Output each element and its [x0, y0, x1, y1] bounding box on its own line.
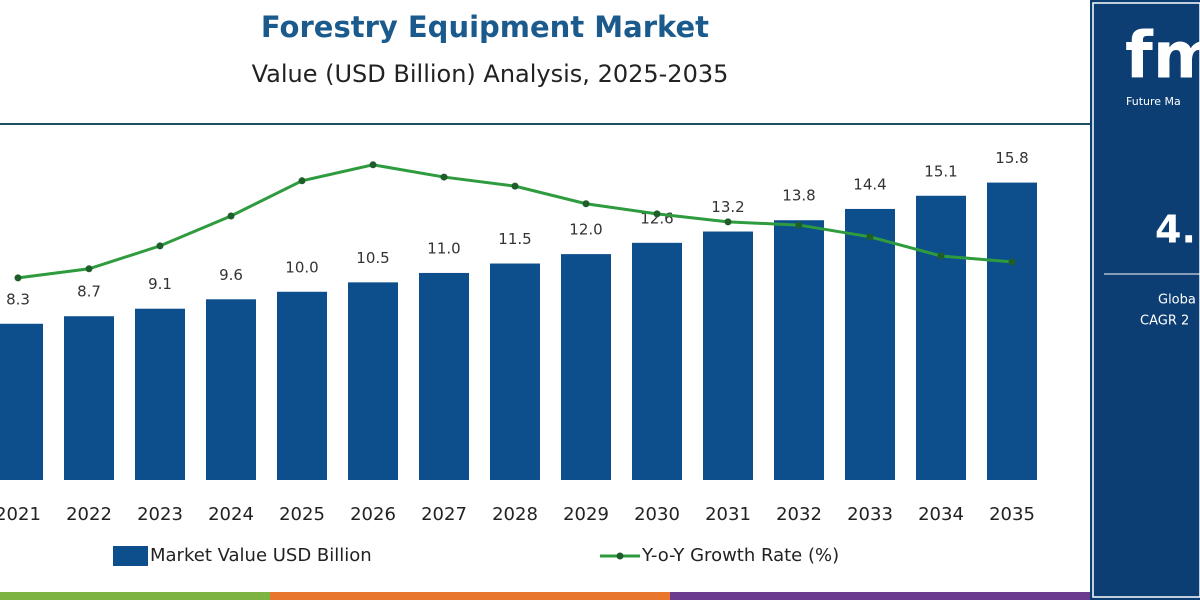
sidebar-border	[1092, 2, 1200, 598]
x-tick-label: 2032	[776, 504, 822, 525]
line-point	[369, 161, 377, 169]
data-label: 9.6	[219, 266, 243, 284]
chart-subtitle: Value (USD Billion) Analysis, 2025-2035	[252, 60, 729, 88]
line-point	[724, 218, 732, 226]
line-point	[14, 274, 22, 282]
x-tick-label: 2035	[989, 504, 1035, 525]
bar	[561, 254, 611, 480]
bar	[916, 195, 966, 480]
bar	[0, 323, 43, 480]
data-label: 10.5	[356, 249, 389, 267]
x-tick-label: 2027	[421, 504, 467, 525]
x-tick-label: 2034	[918, 504, 964, 525]
footer-strip	[0, 592, 270, 600]
line-point	[795, 221, 803, 229]
x-tick-label: 2028	[492, 504, 538, 525]
sidebar-brand: Future Ma	[1126, 95, 1181, 108]
data-label: 11.5	[498, 230, 531, 248]
x-tick-label: 2031	[705, 504, 751, 525]
footer-strip	[670, 592, 1090, 600]
sidebar-label: CAGR 2	[1140, 314, 1189, 329]
bar	[277, 291, 327, 480]
bar	[774, 220, 824, 480]
line-point	[582, 200, 590, 208]
sidebar-label: Globa	[1158, 293, 1196, 308]
x-tick-label: 2033	[847, 504, 893, 525]
x-tick-label: 2022	[66, 504, 112, 525]
legend-label: Y-o-Y Growth Rate (%)	[641, 545, 839, 566]
line-point	[937, 252, 945, 260]
line-point	[85, 265, 93, 273]
data-label: 10.0	[285, 258, 318, 276]
data-label: 14.4	[853, 175, 886, 193]
x-tick-label: 2024	[208, 504, 254, 525]
data-label: 15.8	[995, 149, 1028, 167]
line-point	[156, 242, 164, 250]
legend-swatch	[113, 546, 148, 566]
sidebar-value: 4.	[1155, 208, 1196, 252]
x-tick-label: 2025	[279, 504, 325, 525]
x-tick-label: 2023	[137, 504, 183, 525]
bar	[348, 282, 398, 480]
chart-title: Forestry Equipment Market	[261, 10, 709, 44]
sidebar-logo: fmi	[1125, 20, 1200, 94]
bar	[845, 208, 895, 481]
line-point	[511, 182, 519, 190]
bar	[206, 299, 256, 480]
data-label: 8.7	[77, 283, 101, 301]
bar	[419, 272, 469, 480]
bar	[632, 242, 682, 480]
data-label: 13.2	[711, 198, 744, 216]
data-label: 12.0	[569, 221, 602, 239]
data-label: 11.0	[427, 239, 460, 257]
bar	[135, 308, 185, 480]
x-tick-label: 2030	[634, 504, 680, 525]
line-point	[866, 233, 874, 241]
data-label: 8.3	[6, 290, 30, 308]
bar	[703, 231, 753, 480]
line-point	[440, 173, 448, 181]
bar	[987, 182, 1037, 480]
bar	[64, 316, 114, 480]
line-point	[227, 212, 235, 220]
legend-label: Market Value USD Billion	[150, 545, 372, 566]
footer-strip	[270, 592, 670, 600]
line-point	[298, 177, 306, 185]
legend-swatch	[616, 552, 624, 560]
line-point	[653, 210, 661, 218]
sidebar	[1090, 0, 1200, 600]
data-label: 15.1	[924, 162, 957, 180]
data-label: 13.8	[782, 187, 815, 205]
x-tick-label: 2021	[0, 504, 41, 525]
bar	[490, 263, 540, 480]
data-label: 9.1	[148, 275, 172, 293]
x-tick-label: 2029	[563, 504, 609, 525]
line-point	[1008, 258, 1016, 266]
x-tick-label: 2026	[350, 504, 396, 525]
